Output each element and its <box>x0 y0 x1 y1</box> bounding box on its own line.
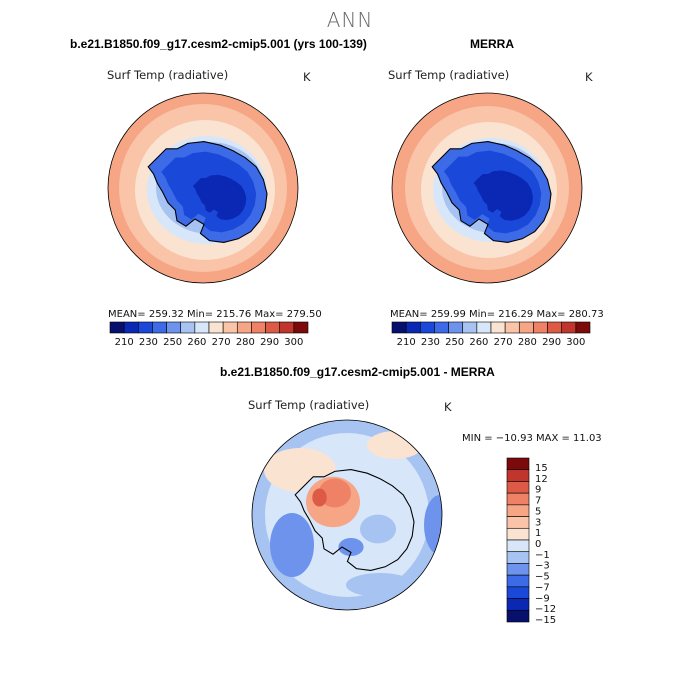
panel2-colorbar-box <box>419 321 435 334</box>
panel2-map <box>392 93 582 283</box>
panel3-colorbar-box <box>506 457 530 471</box>
panel1-units: K <box>303 70 311 84</box>
panel2-units: K <box>585 70 593 84</box>
panel2-colorbar-box <box>391 321 407 334</box>
panel2-colorbar-box <box>490 321 506 334</box>
panel1-colorbar-tick-label: 260 <box>187 337 206 348</box>
panel3-colorbar-box <box>506 609 530 623</box>
panel2-colorbar-box <box>405 321 421 334</box>
panel3-colorbar-tick-label: −12 <box>535 604 556 615</box>
panel3-colorbar-box <box>506 574 530 588</box>
panel1-title: b.e21.B1850.f09_g17.cesm2-cmip5.001 (yrs… <box>70 37 367 51</box>
panel3-colorbar-box <box>506 504 530 517</box>
panel1-colorbar-box <box>166 321 182 334</box>
panel3-colorbar-tick-label: −1 <box>535 550 550 561</box>
panel2-colorbar-box <box>476 321 492 334</box>
panel3-stats: MIN = −10.93 MAX = 11.03 <box>462 433 602 444</box>
panel3-colorbar-tick-label: 1 <box>535 528 541 539</box>
panel3-colorbar-box <box>506 469 530 482</box>
panel2-colorbar-box <box>533 321 548 334</box>
panel2-colorbar-tick-label: 270 <box>494 337 513 348</box>
panel3-colorbar-tick-label: 5 <box>535 506 541 517</box>
panel3-colorbar-box <box>506 551 530 564</box>
panel1-map <box>108 93 298 283</box>
panel3-colorbar-tick-label: −15 <box>535 615 556 626</box>
panel1-colorbar-tick-label: 250 <box>163 337 182 348</box>
panel3-colorbar-box <box>506 516 530 529</box>
panel3-colorbar-tick-label: −3 <box>535 561 550 572</box>
panel1-colorbar-box <box>265 321 281 334</box>
panel1-colorbar-box <box>123 321 139 334</box>
panel1-variable: Surf Temp (radiative) <box>107 68 229 82</box>
page-title: ANN <box>326 8 374 32</box>
panel3-colorbar-tick-label: −5 <box>535 572 550 583</box>
panel2-colorbar-tick-label: 230 <box>421 337 440 348</box>
panel2-colorbar-tick-label: 290 <box>542 337 561 348</box>
panel2-colorbar-box <box>434 321 449 334</box>
panel1-colorbar-tick-label: 270 <box>212 337 231 348</box>
panel1-colorbar-box <box>236 321 252 334</box>
panel3-colorbar-box <box>506 539 530 553</box>
panel2-colorbar-box <box>547 321 563 334</box>
panel3-colorbar-tick-label: −9 <box>535 593 550 604</box>
panel3-colorbar-tick-label: 12 <box>535 474 548 485</box>
panel2-colorbar-box <box>448 321 464 334</box>
panel2-variable: Surf Temp (radiative) <box>388 68 510 82</box>
panel3-units: K <box>444 400 452 414</box>
panel1-colorbar-box <box>208 321 224 334</box>
panel1-colorbar-box <box>194 321 210 334</box>
panel1-colorbar-box <box>251 321 266 334</box>
panel3-colorbar-tick-label: 0 <box>535 539 541 550</box>
panel2-colorbar-box <box>504 321 520 334</box>
panel2-colorbar-tick-label: 210 <box>397 337 416 348</box>
panel3-colorbar-box <box>506 527 530 541</box>
panel1-colorbar-box <box>109 321 125 334</box>
panel1-colorbar-tick-label: 280 <box>236 337 255 348</box>
panel2-colorbar: 210 230 250 260 270 280 290 300 <box>391 321 591 348</box>
panel3-colorbar-box <box>506 492 530 506</box>
panel3-colorbar-box <box>506 563 530 576</box>
panel3-colorbar-tick-label: 3 <box>535 517 541 528</box>
panel1-stats: MEAN= 259.32 Min= 215.76 Max= 279.50 <box>108 309 322 320</box>
panel1-colorbar-tick-label: 210 <box>115 337 134 348</box>
panel2-colorbar-tick-label: 260 <box>469 337 488 348</box>
panel2-colorbar-tick-label: 300 <box>566 337 585 348</box>
panel2-colorbar-box <box>518 321 534 334</box>
panel1-colorbar-tick-label: 230 <box>139 337 158 348</box>
panel1-colorbar-box <box>222 321 238 334</box>
panel2-colorbar-box <box>462 321 478 334</box>
panel3-colorbar-box <box>506 481 530 494</box>
panel3-colorbar-box <box>506 598 530 611</box>
panel3-colorbar-tick-label: 15 <box>535 463 548 474</box>
panel2-colorbar-tick-label: 250 <box>445 337 464 348</box>
panel1-colorbar: 210 230 250 260 270 280 290 300 <box>109 321 309 348</box>
panel1-colorbar-box <box>152 321 167 334</box>
panel2-stats: MEAN= 259.99 Min= 216.29 Max= 280.73 <box>390 309 604 320</box>
panel3-variable: Surf Temp (radiative) <box>248 398 370 412</box>
panel1-colorbar-tick-label: 300 <box>284 337 303 348</box>
panel3-colorbar-tick-label: 9 <box>535 485 541 496</box>
panel1-colorbar-box <box>180 321 196 334</box>
panel1-colorbar-box <box>137 321 153 334</box>
panel3-map <box>252 420 442 610</box>
panel2-colorbar-box <box>575 321 591 334</box>
panel3-colorbar-tick-label: −7 <box>535 582 550 593</box>
panel2-title: MERRA <box>470 37 514 51</box>
panel3-colorbar-box <box>506 586 530 599</box>
panel3-colorbar-tick-label: 7 <box>535 496 541 507</box>
panel1-colorbar-tick-label: 290 <box>260 337 279 348</box>
panel1-colorbar-box <box>279 321 295 334</box>
panel3-title: b.e21.B1850.f09_g17.cesm2-cmip5.001 - ME… <box>220 365 495 379</box>
panel2-colorbar-tick-label: 280 <box>518 337 537 348</box>
panel1-colorbar-box <box>293 321 309 334</box>
panel2-colorbar-box <box>561 321 577 334</box>
